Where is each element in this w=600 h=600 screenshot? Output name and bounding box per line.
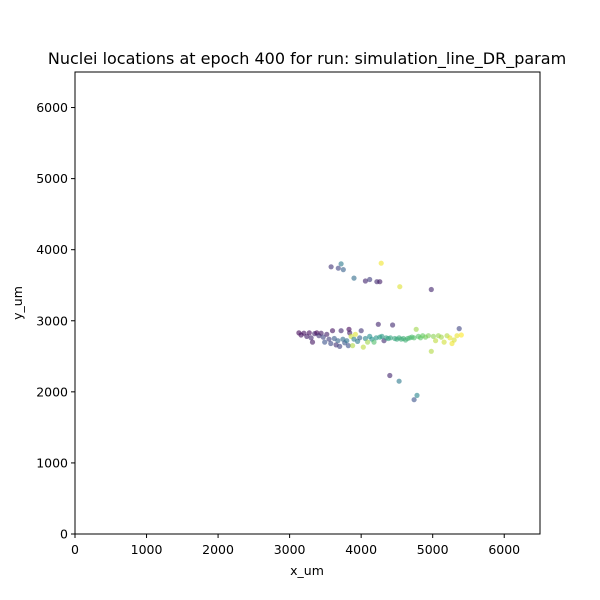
data-point: [377, 279, 383, 285]
data-point: [340, 267, 346, 273]
data-point: [326, 336, 332, 342]
data-point: [451, 337, 457, 343]
data-point: [447, 335, 453, 341]
data-point: [387, 372, 393, 379]
data-point: [345, 343, 351, 349]
data-point: [371, 339, 377, 345]
data-point: [338, 328, 344, 334]
y-tick-label: 1000: [36, 455, 68, 470]
data-point: [352, 331, 358, 337]
x-tick-label: 3000: [274, 542, 306, 557]
data-point: [351, 275, 357, 281]
data-point: [379, 333, 385, 339]
data-point: [338, 261, 344, 267]
data-point: [411, 335, 417, 341]
x-tick-label: 4000: [345, 542, 377, 557]
data-point: [425, 333, 431, 339]
data-point: [335, 265, 341, 271]
x-tick-label: 1000: [131, 542, 163, 557]
x-tick-label: 6000: [488, 542, 520, 557]
data-point: [387, 335, 394, 341]
y-axis: 0 1000 2000 3000 4000 5000 6000: [36, 100, 75, 542]
data-point: [335, 338, 341, 344]
data-point: [329, 328, 336, 334]
data-point: [441, 339, 447, 345]
y-tick-label: 2000: [36, 384, 68, 399]
data-point: [378, 260, 384, 266]
y-tick-label: 6000: [36, 100, 68, 115]
x-tick-label: 2000: [202, 542, 234, 557]
data-point: [350, 343, 356, 349]
chart-title: Nuclei locations at epoch 400 for run: s…: [48, 49, 566, 69]
y-tick-label: 3000: [36, 313, 68, 328]
x-tick-label: 0: [71, 542, 79, 557]
x-axis: 0 1000 2000 3000 4000 5000 6000: [71, 534, 520, 557]
y-axis-label: y_um: [10, 286, 25, 320]
data-point: [428, 348, 434, 354]
data-point: [322, 339, 328, 345]
data-point: [306, 330, 312, 336]
data-point: [396, 378, 402, 384]
data-point: [438, 334, 444, 340]
data-point: [414, 392, 420, 398]
data-point: [362, 278, 368, 284]
data-point: [337, 343, 343, 349]
data-point: [456, 326, 462, 332]
data-point: [413, 326, 419, 332]
data-point: [324, 331, 330, 337]
y-tick-label: 0: [60, 527, 68, 542]
y-tick-label: 5000: [36, 171, 68, 186]
x-axis-label: x_um: [290, 563, 324, 578]
data-point: [411, 397, 417, 403]
data-point: [367, 276, 373, 283]
data-point: [328, 340, 334, 347]
y-tick-label: 4000: [36, 242, 68, 257]
data-point: [433, 338, 439, 344]
data-point: [308, 335, 314, 341]
x-tick-label: 5000: [417, 542, 449, 557]
data-point: [320, 334, 326, 340]
data-point: [458, 332, 464, 338]
data-point: [454, 333, 460, 339]
data-point: [357, 335, 363, 341]
data-point: [428, 286, 434, 293]
data-point: [397, 284, 403, 290]
data-point: [360, 344, 366, 350]
data-point: [318, 330, 324, 336]
data-point: [430, 333, 436, 339]
data-point: [358, 328, 364, 334]
plot-frame: [74, 71, 541, 535]
data-point: [328, 264, 334, 270]
data-point: [390, 322, 396, 328]
data-point: [375, 321, 381, 327]
data-point: [365, 339, 371, 345]
plot-area: [296, 260, 464, 403]
data-point: [309, 339, 316, 345]
data-point: [344, 338, 350, 344]
